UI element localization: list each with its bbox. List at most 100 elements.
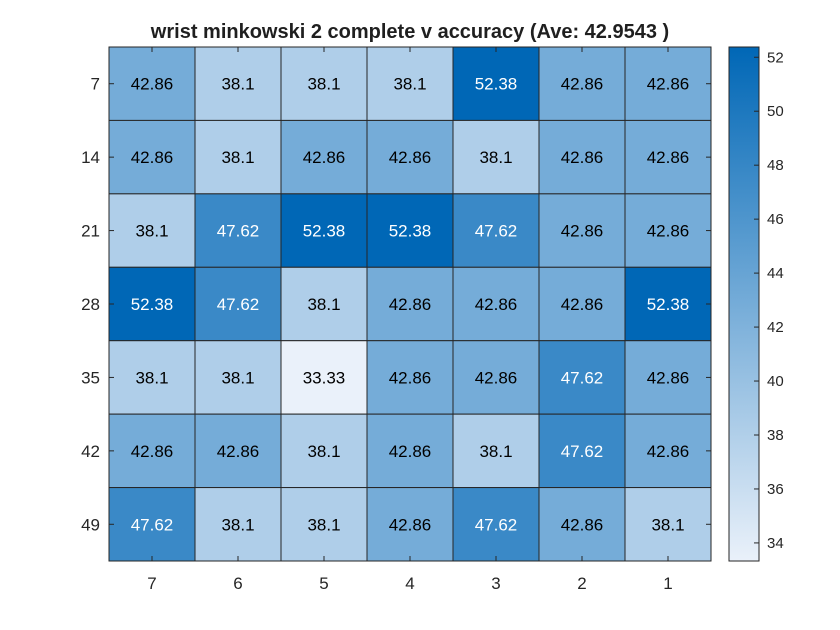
cell-value-label: 42.86 bbox=[475, 368, 518, 387]
cell-value-label: 38.1 bbox=[307, 75, 340, 94]
y-tick-label: 35 bbox=[81, 368, 100, 387]
x-tick-label: 2 bbox=[577, 574, 586, 593]
heatmap-cell bbox=[538, 487, 626, 562]
heatmap-cell bbox=[108, 487, 196, 562]
heatmap-cell bbox=[194, 413, 282, 489]
cell-value-label: 52.38 bbox=[647, 295, 690, 314]
heatmap-cell bbox=[452, 413, 540, 489]
cell-value-label: 47.62 bbox=[131, 515, 174, 534]
y-tick-label: 21 bbox=[81, 222, 100, 241]
cell-value-label: 52.38 bbox=[475, 75, 518, 94]
chart-title: wrist minkowski 2 complete v accuracy (A… bbox=[150, 21, 669, 43]
cell-value-label: 38.1 bbox=[307, 515, 340, 534]
heatmap-cell bbox=[108, 46, 196, 121]
cell-value-label: 38.1 bbox=[479, 148, 512, 167]
heatmap-cell bbox=[108, 340, 196, 415]
cell-value-label: 38.1 bbox=[221, 368, 254, 387]
x-tick-label: 1 bbox=[663, 574, 672, 593]
cell-value-label: 47.62 bbox=[217, 295, 260, 314]
colorbar-tick-label: 48 bbox=[767, 157, 784, 174]
cell-value-label: 42.86 bbox=[131, 75, 174, 94]
cell-value-label: 42.86 bbox=[561, 295, 604, 314]
heatmap-cell bbox=[452, 487, 540, 562]
heatmap-cell bbox=[280, 487, 368, 562]
heatmap-cell bbox=[538, 119, 626, 195]
heatmap-cell bbox=[538, 193, 626, 268]
heatmap-cell bbox=[280, 193, 368, 268]
cell-value-label: 38.1 bbox=[393, 75, 426, 94]
cell-value-label: 42.86 bbox=[217, 442, 260, 461]
x-tick-label: 3 bbox=[491, 574, 500, 593]
heatmap-cells: 42.86 38.1 38.1 38.1 52.38 42.86 42.86 42.86 38.… bbox=[108, 46, 712, 562]
cell-value-label: 42.86 bbox=[131, 442, 174, 461]
heatmap-cell bbox=[366, 46, 454, 121]
cell-value-label: 52.38 bbox=[389, 222, 432, 241]
heatmap-cell bbox=[624, 413, 712, 489]
colorbar-tick-label: 42 bbox=[767, 319, 784, 336]
heatmap-cell bbox=[108, 413, 196, 489]
y-tick-label: 49 bbox=[81, 515, 100, 534]
cell-value-label: 38.1 bbox=[221, 515, 254, 534]
y-tick-label: 7 bbox=[91, 75, 100, 94]
cell-value-label: 42.86 bbox=[389, 295, 432, 314]
y-tick-label: 28 bbox=[81, 295, 100, 314]
x-tick-label: 5 bbox=[319, 574, 328, 593]
colorbar-tick-label: 38 bbox=[767, 427, 784, 444]
cell-value-label: 42.86 bbox=[389, 148, 432, 167]
heatmap-cell bbox=[194, 193, 282, 268]
colorbar-tick-label: 34 bbox=[767, 535, 784, 552]
colorbar-tick-label: 44 bbox=[767, 265, 784, 282]
cell-value-label: 38.1 bbox=[307, 442, 340, 461]
colorbar bbox=[728, 46, 760, 562]
colorbar-tick-label: 50 bbox=[767, 103, 784, 120]
cell-value-label: 38.1 bbox=[479, 442, 512, 461]
heatmap-cell bbox=[624, 487, 712, 562]
colorbar-tick-label: 52 bbox=[767, 49, 784, 66]
cell-value-label: 38.1 bbox=[651, 515, 684, 534]
cell-value-label: 38.1 bbox=[135, 222, 168, 241]
x-tick-label: 6 bbox=[233, 574, 242, 593]
cell-value-label: 42.86 bbox=[303, 148, 346, 167]
heatmap-cell bbox=[624, 266, 712, 342]
cell-value-label: 42.86 bbox=[131, 148, 174, 167]
x-tick-label: 7 bbox=[147, 574, 156, 593]
cell-value-label: 42.86 bbox=[475, 295, 518, 314]
heatmap-cell bbox=[624, 193, 712, 268]
cell-value-label: 42.86 bbox=[561, 75, 604, 94]
plot-frame bbox=[108, 46, 712, 562]
heatmap-cell bbox=[280, 340, 368, 415]
cell-value-label: 42.86 bbox=[647, 442, 690, 461]
cell-value-label: 38.1 bbox=[221, 75, 254, 94]
heatmap-cell bbox=[452, 46, 540, 121]
heatmap-cell bbox=[366, 487, 454, 562]
cell-value-label: 47.62 bbox=[217, 222, 260, 241]
y-tick-label: 14 bbox=[81, 148, 100, 167]
cell-value-label: 52.38 bbox=[303, 222, 346, 241]
heatmap-cell bbox=[366, 413, 454, 489]
cell-value-label: 42.86 bbox=[647, 222, 690, 241]
cell-value-label: 38.1 bbox=[135, 368, 168, 387]
cell-value-label: 42.86 bbox=[647, 75, 690, 94]
cell-value-label: 33.33 bbox=[303, 368, 346, 387]
y-tick-label: 42 bbox=[81, 442, 100, 461]
heatmap-cell bbox=[108, 266, 196, 342]
cell-value-label: 42.86 bbox=[561, 222, 604, 241]
cell-value-label: 47.62 bbox=[475, 515, 518, 534]
cell-value-label: 42.86 bbox=[389, 368, 432, 387]
cell-value-label: 42.86 bbox=[647, 368, 690, 387]
heatmap-cell bbox=[624, 340, 712, 415]
colorbar-ticks: 34 36 38 40 42 44 46 48 50 52 bbox=[754, 49, 784, 552]
heatmap-cell bbox=[280, 119, 368, 195]
cell-value-label: 42.86 bbox=[389, 442, 432, 461]
x-axis-ticks: 7 6 5 4 3 2 1 bbox=[147, 47, 673, 593]
cell-value-label: 38.1 bbox=[221, 148, 254, 167]
heatmap-cell bbox=[452, 119, 540, 195]
cell-value-label: 42.86 bbox=[647, 148, 690, 167]
cell-value-label: 47.62 bbox=[475, 222, 518, 241]
cell-value-label: 42.86 bbox=[561, 515, 604, 534]
heatmap-cell bbox=[194, 266, 282, 342]
heatmap-cell bbox=[366, 193, 454, 268]
heatmap-cell bbox=[452, 193, 540, 268]
heatmap-cell bbox=[280, 413, 368, 489]
